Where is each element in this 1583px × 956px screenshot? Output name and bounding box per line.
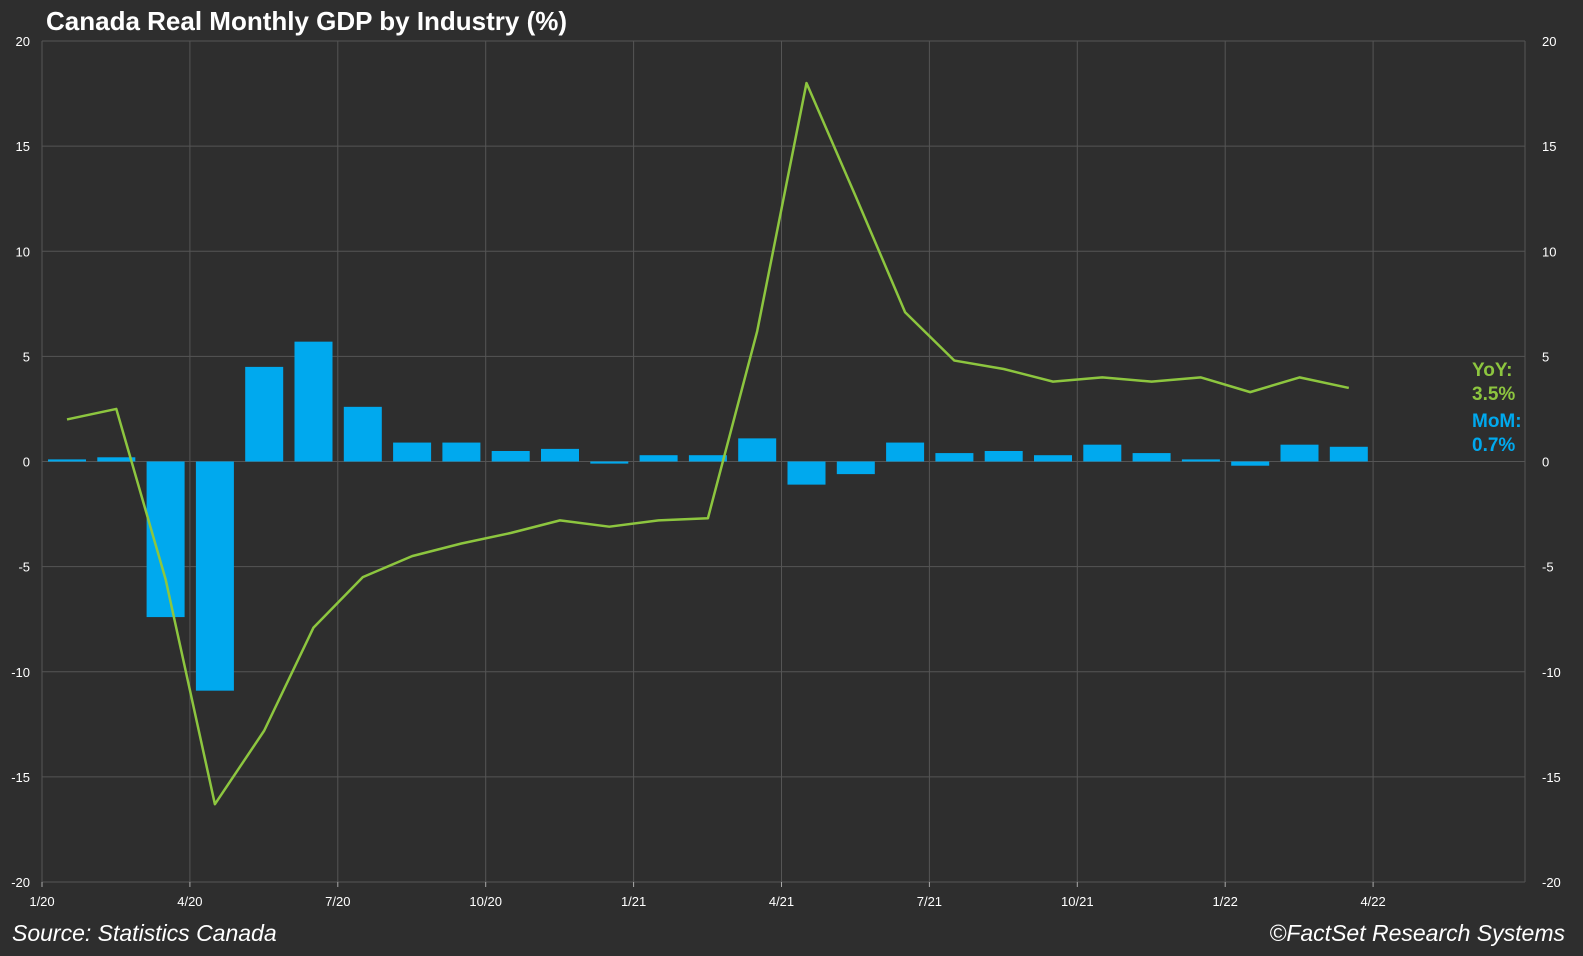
mom-bar: [294, 341, 333, 462]
mom-bar: [245, 366, 284, 462]
mom-bar: [935, 453, 974, 462]
y-tick-label-left: 10: [16, 244, 30, 259]
mom-bar: [97, 457, 136, 462]
mom-bar: [1181, 459, 1220, 462]
y-tick-label-left: 0: [23, 455, 30, 470]
mom-bar: [1132, 453, 1171, 462]
x-tick-label: 4/20: [177, 894, 202, 909]
y-tick-label-left: -5: [18, 560, 30, 575]
mom-bar: [984, 450, 1023, 462]
y-tick-label-right: 15: [1542, 139, 1556, 154]
y-tick-label-right: 10: [1542, 244, 1556, 259]
x-tick-label: 4/22: [1360, 894, 1385, 909]
end-label-value: 0.7%: [1472, 435, 1515, 456]
y-tick-label-left: 5: [23, 349, 30, 364]
end-labels: YoY: 3.5% MoM: 0.7%: [1472, 360, 1522, 456]
y-tick-label-left: 20: [16, 34, 30, 49]
mom-bar-series: [48, 341, 1368, 691]
y-tick-label-right: -10: [1542, 665, 1561, 680]
mom-bar: [688, 455, 727, 462]
mom-bar: [1231, 461, 1270, 466]
mom-bar: [442, 442, 481, 462]
yoy-line: [66, 81, 1350, 806]
y-tick-label-right: 0: [1542, 455, 1549, 470]
copyright-note: ©FactSet Research Systems: [1269, 920, 1565, 946]
end-label-name: MoM:: [1472, 411, 1522, 432]
axis-layer: -20 -20 -15 -15 -10 -10 -5 -5 0 0 5 5 10 10 15 15 20 20 1/…: [11, 34, 1561, 909]
y-tick-label-left: -10: [11, 665, 30, 680]
x-tick-label: 4/21: [769, 894, 794, 909]
yoy-line-series: [66, 81, 1350, 806]
y-tick-label-right: 20: [1542, 34, 1556, 49]
y-tick-label-right: -15: [1542, 770, 1561, 785]
mom-bar: [836, 461, 875, 475]
mom-bar: [590, 461, 629, 464]
mom-bar: [886, 442, 925, 462]
mom-bar: [1280, 444, 1319, 462]
end-label-name: YoY:: [1472, 360, 1512, 381]
mom-bar: [541, 448, 579, 462]
y-tick-label-left: -15: [11, 770, 30, 785]
mom-bar: [48, 459, 86, 462]
mom-bar: [1034, 455, 1072, 462]
y-tick-label-right: -5: [1542, 560, 1554, 575]
x-tick-label: 7/21: [917, 894, 942, 909]
mom-bar: [1329, 446, 1368, 462]
y-tick-label-left: 15: [16, 139, 30, 154]
mom-bar: [393, 442, 432, 462]
x-tick-label: 7/20: [325, 894, 350, 909]
mom-bar: [343, 406, 382, 462]
x-tick-label: 10/21: [1061, 894, 1094, 909]
chart-title: Canada Real Monthly GDP by Industry (%): [46, 6, 568, 36]
end-label-value: 3.5%: [1472, 384, 1515, 405]
mom-bar: [146, 461, 185, 618]
mom-bar: [195, 461, 234, 691]
y-tick-label-right: -20: [1542, 875, 1561, 890]
x-tick-label: 1/22: [1213, 894, 1238, 909]
x-tick-label: 1/20: [29, 894, 54, 909]
mom-bar: [787, 461, 826, 485]
mom-bar: [738, 438, 777, 462]
mom-bar: [639, 455, 678, 462]
mom-bar: [1083, 444, 1122, 462]
mom-bar: [491, 450, 530, 462]
grid-layer: [41, 40, 1526, 883]
y-tick-label-left: -20: [11, 875, 30, 890]
y-tick-label-right: 5: [1542, 349, 1549, 364]
source-note: Source: Statistics Canada: [12, 920, 277, 946]
x-tick-label: 1/21: [621, 894, 646, 909]
x-tick-label: 10/20: [469, 894, 502, 909]
